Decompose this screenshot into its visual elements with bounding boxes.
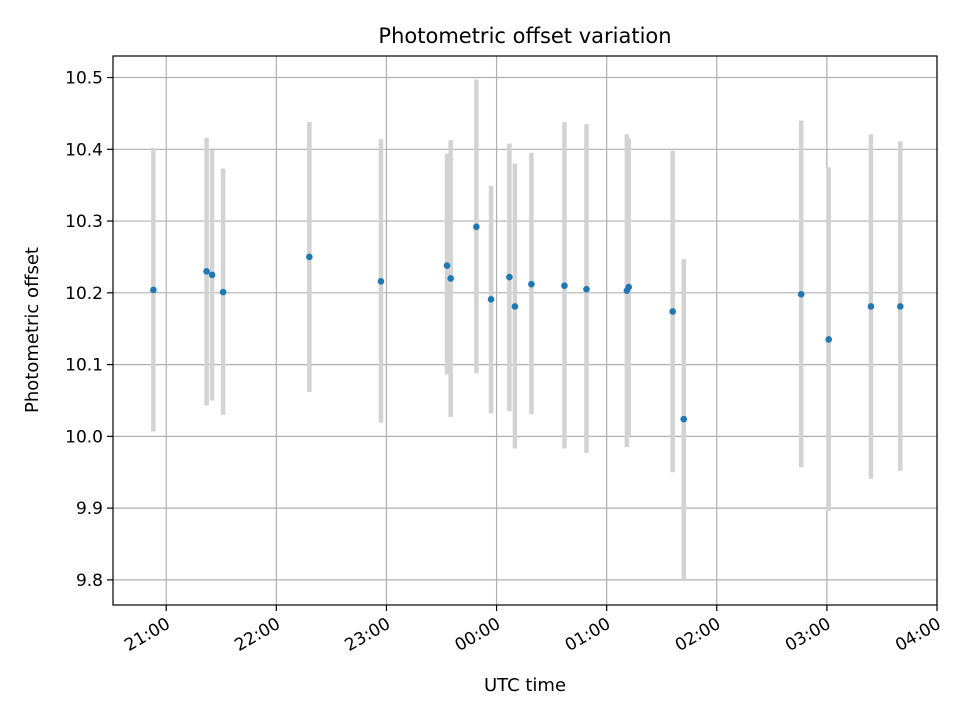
data-point (511, 303, 519, 310)
data-point (506, 273, 513, 281)
data-point (443, 262, 451, 269)
data-point (473, 223, 480, 231)
data-points (150, 223, 904, 423)
y-tick-label: 9.8 (76, 571, 103, 591)
plot-area (113, 56, 937, 605)
plot-frame (112, 55, 938, 606)
data-point (669, 308, 677, 315)
data-point (797, 290, 805, 298)
data-point (680, 415, 688, 423)
y-tick-label: 10.5 (65, 69, 103, 89)
y-axis-ticks: 9.8 9.9 10.0 10.1 10.2 10.3 10.4 10.5 (65, 69, 113, 591)
y-axis-label: Photometric offset (22, 247, 43, 413)
data-point (150, 286, 157, 294)
data-point (867, 303, 875, 310)
y-tick-label: 10.1 (65, 356, 103, 376)
data-point (219, 288, 227, 296)
data-point (447, 275, 454, 282)
data-point (528, 280, 535, 288)
data-point (825, 336, 833, 343)
data-point (377, 278, 385, 285)
data-point (583, 285, 590, 293)
y-tick-label: 10.4 (65, 140, 103, 160)
data-point (896, 303, 904, 310)
x-axis-label: UTC time (484, 675, 566, 696)
y-tick-label: 9.9 (76, 499, 103, 519)
data-point (203, 267, 210, 275)
data-point (561, 282, 568, 289)
y-tick-label: 10.2 (65, 284, 103, 304)
data-point (625, 283, 632, 291)
y-tick-label: 10.3 (65, 212, 103, 232)
data-point (306, 253, 313, 261)
data-point (487, 295, 495, 303)
y-tick-label: 10.0 (65, 427, 103, 447)
data-point (208, 271, 216, 279)
chart-title: Photometric offset variation (378, 24, 671, 48)
